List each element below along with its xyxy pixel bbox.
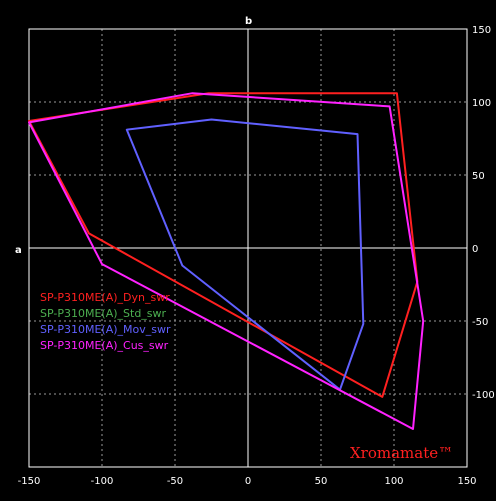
x-tick-label: -150	[18, 476, 41, 487]
legend-entry: SP-P310ME(A)_Dyn_swr	[40, 291, 170, 304]
legend-entry: SP-P310ME(A)_Mov_swr	[40, 323, 171, 336]
grid-lines	[29, 29, 467, 467]
x-tick-label: -50	[167, 476, 183, 487]
watermark: Xromamate™	[350, 444, 453, 462]
y-tick-label: 100	[472, 98, 491, 109]
y-tick-label: 0	[472, 244, 478, 255]
x-tick-label: 0	[245, 476, 251, 487]
axes	[28, 28, 468, 468]
series-polygon	[28, 92, 425, 430]
series-polygon	[125, 118, 365, 391]
x-axis-label: a	[15, 245, 22, 256]
x-tick-label: 100	[384, 476, 403, 487]
series-polygons	[28, 92, 425, 430]
y-tick-label: 50	[472, 171, 485, 182]
y-tick-label: -50	[472, 317, 488, 328]
y-tick-label: -100	[472, 390, 495, 401]
tick-labels: -150 -100 -50 0 50 100 150 150 100 50 0 -50 -100	[18, 25, 495, 487]
x-tick-label: -100	[91, 476, 114, 487]
x-tick-label: 150	[457, 476, 476, 487]
y-axis-label: b	[245, 16, 252, 27]
legend: SP-P310ME(A)_Dyn_swr SP-P310ME(A)_Std_swr…	[40, 291, 171, 352]
x-tick-label: 50	[315, 476, 328, 487]
legend-entry: SP-P310ME(A)_Cus_swr	[40, 339, 169, 352]
y-tick-label: 150	[472, 25, 491, 36]
legend-entry: SP-P310ME(A)_Std_swr	[40, 307, 167, 320]
